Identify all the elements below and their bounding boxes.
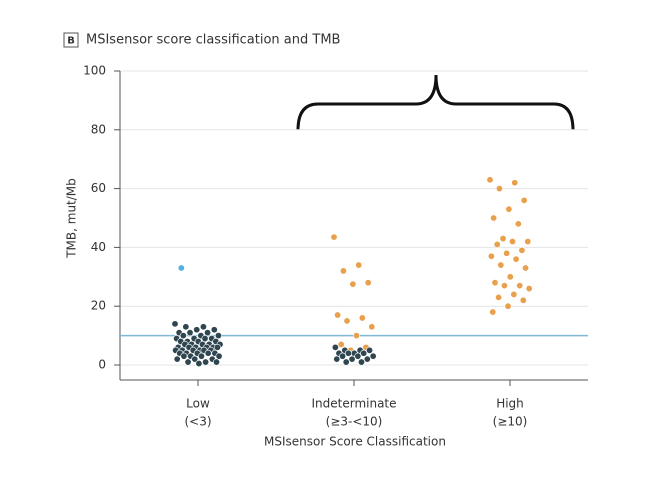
point — [177, 264, 185, 272]
point — [491, 279, 499, 287]
point — [213, 343, 221, 351]
point — [354, 352, 362, 360]
point — [504, 302, 512, 310]
point — [514, 220, 522, 228]
point — [364, 279, 372, 287]
point — [524, 238, 532, 246]
point — [503, 249, 511, 257]
y-tick-label: 40 — [91, 240, 106, 254]
point — [510, 290, 518, 298]
point — [204, 329, 212, 337]
y-tick-label: 60 — [91, 181, 106, 195]
point — [520, 196, 528, 204]
point — [518, 246, 526, 254]
point — [360, 349, 368, 357]
x-axis-label: MSIsensor Score Classification — [264, 435, 446, 449]
x-tick-sublabel: (≥3-<10) — [326, 415, 383, 429]
point — [369, 352, 377, 360]
point — [191, 355, 199, 363]
point — [486, 176, 494, 184]
point — [331, 343, 339, 351]
point — [519, 296, 527, 304]
point — [180, 352, 188, 360]
point — [179, 332, 187, 340]
point — [363, 355, 371, 363]
point — [349, 280, 357, 288]
point — [516, 282, 524, 290]
point — [333, 355, 341, 363]
point — [497, 261, 505, 269]
point — [357, 358, 365, 366]
point — [348, 355, 356, 363]
point — [493, 240, 501, 248]
point — [339, 352, 347, 360]
point — [487, 252, 495, 260]
point — [330, 233, 338, 241]
point — [358, 314, 366, 322]
point — [500, 282, 508, 290]
point — [193, 326, 201, 334]
panel-label: B — [67, 36, 75, 47]
point — [215, 352, 223, 360]
point — [212, 358, 220, 366]
point — [337, 340, 345, 348]
point — [512, 255, 520, 263]
point — [511, 179, 519, 187]
point — [495, 293, 503, 301]
point — [195, 360, 203, 368]
point — [214, 332, 222, 340]
panel-box — [63, 32, 79, 48]
point — [186, 329, 194, 337]
point — [506, 273, 514, 281]
point — [489, 308, 497, 316]
point — [204, 349, 212, 357]
point — [522, 264, 530, 272]
point — [499, 235, 507, 243]
point — [343, 317, 351, 325]
point — [352, 332, 360, 340]
point — [344, 349, 352, 357]
chart-title: MSIsensor score classification and TMB — [86, 33, 340, 48]
point — [505, 205, 513, 213]
x-tick-label: High — [496, 397, 524, 411]
point — [197, 352, 205, 360]
point — [525, 285, 533, 293]
x-tick-sublabel: (≥10) — [493, 415, 528, 429]
point — [199, 323, 207, 331]
x-tick-sublabel: (<3) — [184, 415, 211, 429]
point — [184, 358, 192, 366]
point — [508, 238, 516, 246]
y-tick-label: 100 — [83, 64, 106, 78]
y-axis-label: TMB, mut/Mb — [65, 178, 79, 259]
point — [495, 185, 503, 193]
y-tick-label: 80 — [91, 122, 106, 136]
x-tick-label: Low — [186, 397, 210, 411]
point — [368, 323, 376, 331]
y-tick-label: 20 — [91, 299, 106, 313]
point — [355, 261, 363, 269]
point — [334, 311, 342, 319]
point — [339, 267, 347, 275]
x-tick-label: Indeterminate — [311, 397, 396, 411]
y-tick-label: 0 — [98, 358, 106, 372]
brace — [296, 74, 575, 131]
point — [182, 323, 190, 331]
point — [201, 335, 209, 343]
point — [366, 346, 374, 354]
point — [202, 358, 210, 366]
point — [210, 326, 218, 334]
point — [173, 355, 181, 363]
point — [342, 358, 350, 366]
point — [490, 214, 498, 222]
point — [171, 320, 179, 328]
